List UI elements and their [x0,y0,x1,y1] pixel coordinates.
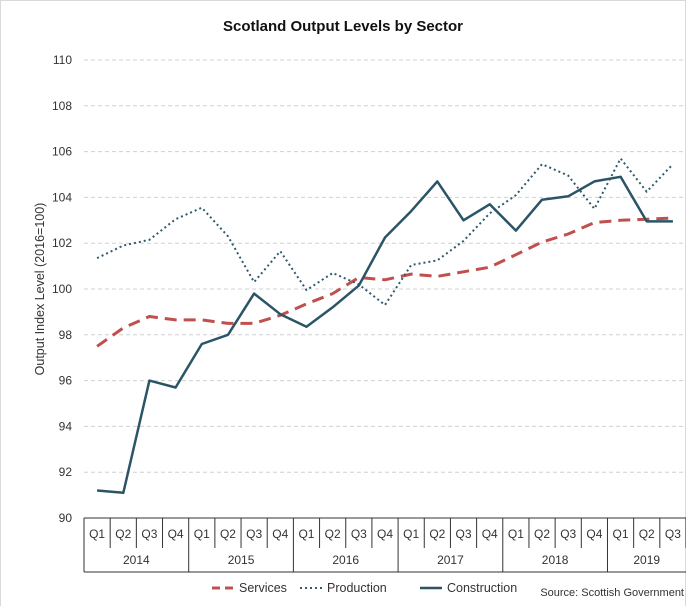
x-year-label: 2018 [542,553,569,567]
x-year-label: 2017 [437,553,464,567]
x-tick-label: Q3 [351,527,367,541]
x-axis: Q1 Q2 Q3 Q4 Q1 Q2 Q3 Q4 Q1 Q2 Q3 Q4 Q1 Q2 Q3 Q4 Q1 Q2 Q3 Q4… [83,517,686,573]
x-tick-label: Q1 [298,527,314,541]
x-tick-label: Q4 [586,527,602,541]
x-tick-label: Q1 [613,527,629,541]
x-tick-label: Q4 [168,527,184,541]
x-tick-label: Q4 [377,527,393,541]
y-axis-label: Output Index Level (2016=100) [33,203,47,376]
y-tick-label: 90 [59,511,73,525]
y-tick-label: 92 [59,465,73,479]
legend: Services Production Construction [212,581,517,595]
y-tick-label: 94 [59,419,73,433]
x-year-label: 2016 [332,553,359,567]
x-tick-label: Q1 [508,527,524,541]
x-tick-label: Q2 [325,527,341,541]
y-tick-label: 96 [59,374,73,388]
x-tick-label: Q2 [639,527,655,541]
x-tick-label: Q2 [220,527,236,541]
gridlines [84,59,686,473]
y-tick-label: 108 [52,99,72,113]
x-tick-label: Q4 [272,527,288,541]
chart-border-top [0,0,686,1]
legend-label: Construction [447,581,517,595]
x-tick-label: Q1 [194,527,210,541]
y-tick-label: 104 [52,190,72,204]
y-tick-label: 106 [52,145,72,159]
x-tick-label: Q2 [115,527,131,541]
legend-label: Services [239,581,287,595]
x-year-label: 2014 [123,553,150,567]
legend-label: Production [327,581,387,595]
y-tick-label: 110 [53,53,72,67]
x-tick-label: Q3 [665,527,681,541]
y-tick-label: 102 [52,236,72,250]
y-tick-label: 98 [59,328,73,342]
x-tick-label: Q1 [403,527,419,541]
series-line-construction [96,175,673,495]
chart-border-left [0,0,1,606]
series-lines [96,157,674,495]
series-line-production [96,157,674,306]
x-tick-label: Q3 [560,527,576,541]
x-tick-label: Q3 [246,527,262,541]
chart-title: Scotland Output Levels by Sector [222,18,464,35]
x-year-label: 2019 [633,553,660,567]
x-tick-label: Q3 [456,527,472,541]
x-tick-label: Q3 [141,527,157,541]
x-tick-label: Q2 [534,527,550,541]
x-tick-label: Q1 [89,527,105,541]
y-tick-label: 100 [52,282,72,296]
y-axis-ticks: 90 92 94 96 98 100 102 104 106 108 110 [52,53,72,525]
source-note: Source: Scottish Government [540,587,684,599]
x-tick-label: Q2 [429,527,445,541]
x-tick-label: Q4 [482,527,498,541]
x-year-label: 2015 [228,553,255,567]
series-line-services [96,216,673,348]
